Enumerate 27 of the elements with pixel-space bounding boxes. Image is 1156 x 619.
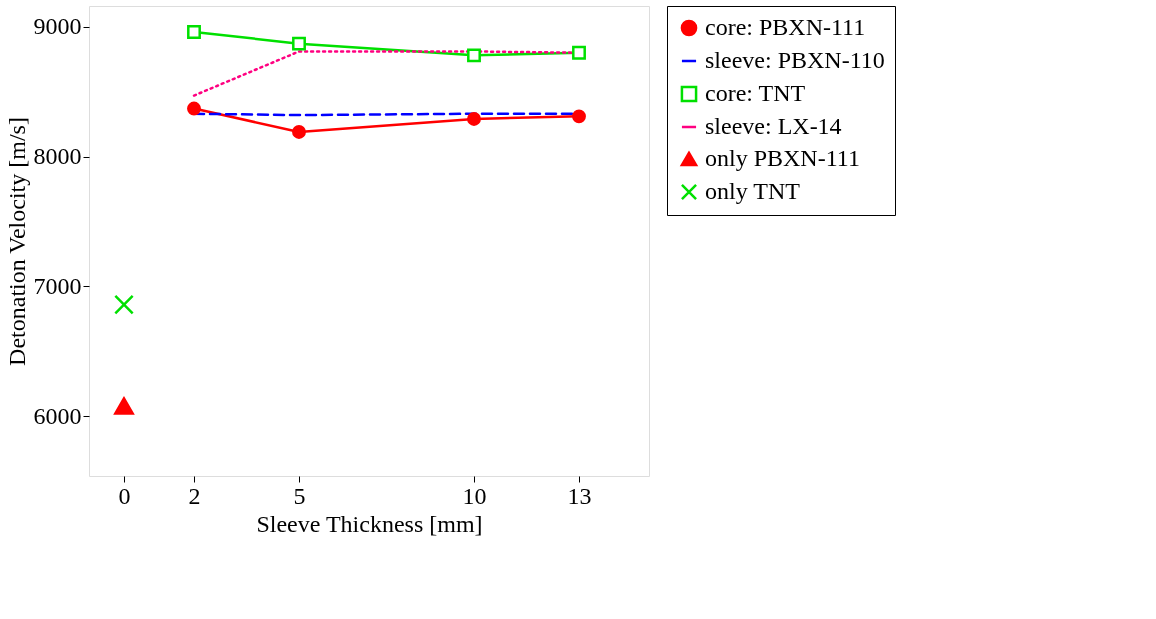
- point: [292, 36, 306, 51]
- y-tick-label: 8000: [33, 143, 82, 170]
- point: [114, 397, 134, 415]
- legend-label: sleeve: LX-14: [705, 113, 842, 139]
- point: [114, 294, 134, 315]
- x-tick-label: 5: [293, 482, 306, 509]
- point: [187, 101, 201, 116]
- x-tick-label: 0: [118, 482, 131, 509]
- x-tick-label: 2: [188, 482, 201, 509]
- point: [467, 112, 481, 126]
- point: [572, 109, 586, 124]
- legend-label: core: PBXN-111: [705, 14, 866, 40]
- point: [572, 45, 586, 60]
- x-axis-title: Sleeve Thickness [mm]: [256, 510, 483, 537]
- legend-label: only PBXN-111: [705, 145, 860, 171]
- point: [467, 48, 481, 63]
- point: [292, 125, 306, 139]
- y-axis-title: Detonation Velocity [m/s]: [3, 117, 30, 366]
- y-tick-label: 6000: [33, 402, 82, 429]
- legend-label: sleeve: PBXN-110: [705, 47, 885, 73]
- y-tick-label: 7000: [33, 272, 82, 299]
- point: [187, 25, 201, 39]
- x-tick-label: 10: [462, 482, 487, 509]
- legend-label: only TNT: [705, 178, 801, 204]
- x-tick-label: 13: [567, 482, 592, 509]
- legend-label: core: TNT: [705, 80, 806, 106]
- y-tick-label: 9000: [33, 13, 82, 40]
